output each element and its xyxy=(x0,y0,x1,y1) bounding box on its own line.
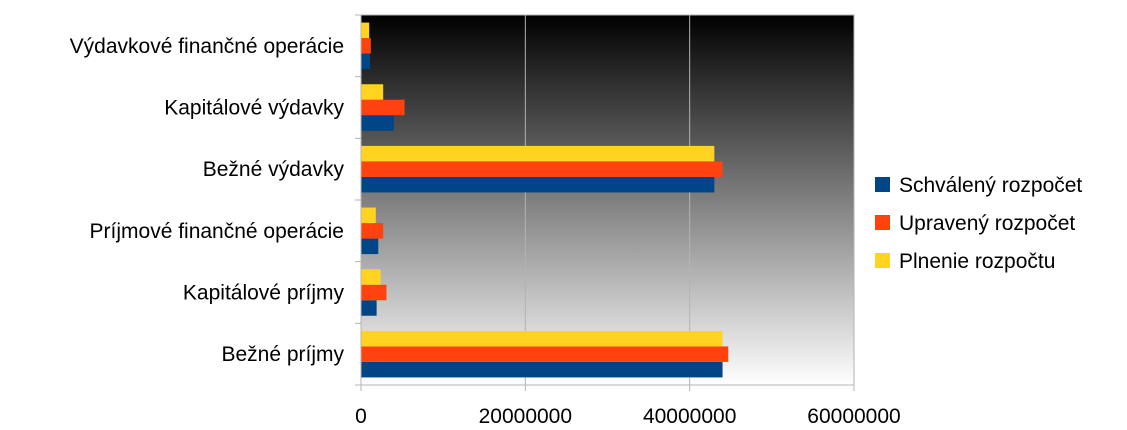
x-tick-label-2: 40000000 xyxy=(643,405,736,428)
y-category-label-5: Kapitálové výdavky xyxy=(164,97,344,120)
bar-2-1 xyxy=(361,346,729,362)
y-category-label-1: Bežné príjmy xyxy=(221,343,344,366)
bar-2-2 xyxy=(361,284,387,301)
bar-1-3 xyxy=(361,238,379,255)
bar-3-2 xyxy=(361,269,381,285)
plot-background xyxy=(361,15,854,385)
x-tick-label-3: 60000000 xyxy=(807,405,900,428)
bar-2-6 xyxy=(361,38,371,54)
bar-3-3 xyxy=(361,207,376,224)
bars xyxy=(361,22,729,378)
bar-3-4 xyxy=(361,145,715,162)
bar-3-1 xyxy=(361,330,723,347)
y-category-label-2: Kapitálové príjmy xyxy=(183,282,345,305)
bar-1-4 xyxy=(361,176,715,193)
bar-3-5 xyxy=(361,84,384,100)
grid-lines xyxy=(524,15,691,385)
legend-label-3: Plnenie rozpočtu xyxy=(899,250,1055,273)
bar-2-3 xyxy=(361,223,384,239)
bar-1-6 xyxy=(361,53,371,70)
x-tick-label-0: 0 xyxy=(355,405,367,428)
bar-1-1 xyxy=(361,361,723,378)
x-tick-label-1: 20000000 xyxy=(479,405,572,428)
y-axis-categories: Bežné príjmy Kapitálové príjmy Príjmové fi… xyxy=(70,14,361,386)
legend-label-1: Schválený rozpočet xyxy=(899,174,1082,197)
bar-1-2 xyxy=(361,300,377,316)
legend-swatch-1 xyxy=(875,177,890,192)
y-category-label-4: Bežné výdavky xyxy=(203,158,345,181)
legend: Schválený rozpočet Upravený rozpočet Plnen… xyxy=(875,174,1082,273)
bar-1-5 xyxy=(361,115,394,131)
bar-3-6 xyxy=(361,22,370,39)
bar-2-4 xyxy=(361,161,723,177)
y-category-label-3: Príjmové finančné operácie xyxy=(90,220,344,243)
legend-label-2: Upravený rozpočet xyxy=(899,212,1075,235)
legend-swatch-2 xyxy=(875,215,890,230)
legend-swatch-3 xyxy=(875,253,890,268)
x-axis-ticks: 0 20000000 40000000 60000000 xyxy=(355,385,901,428)
bar-2-5 xyxy=(361,99,405,116)
y-category-label-6: Výdavkové finančné operácie xyxy=(70,35,344,58)
